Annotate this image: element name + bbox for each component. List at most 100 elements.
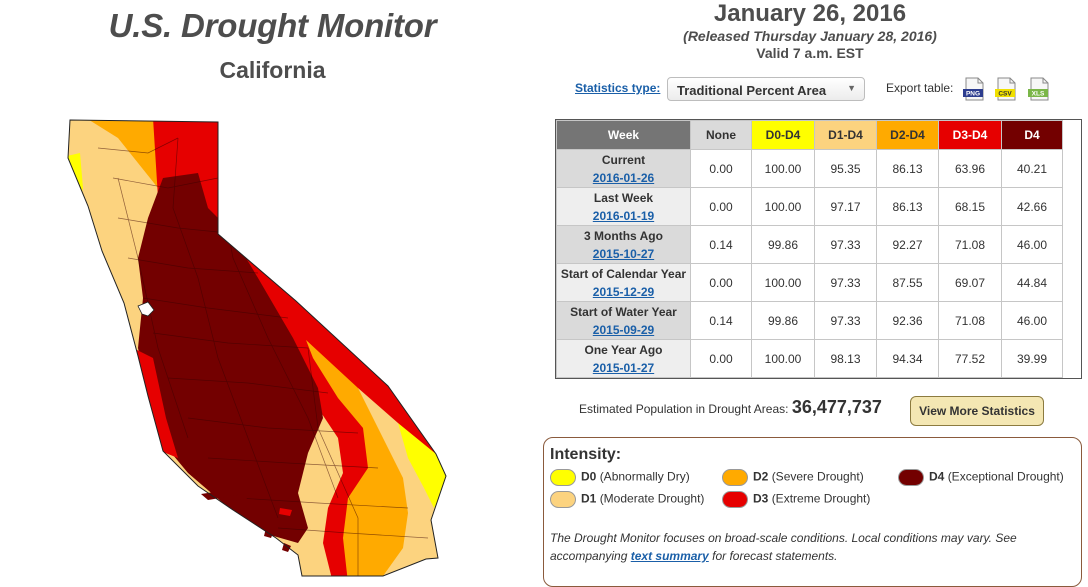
export-png-text: PNG [966, 91, 980, 98]
value-cell: 0.14 [690, 225, 752, 264]
week-date-link[interactable]: 2015-09-29 [592, 322, 655, 337]
export-xls-icon[interactable]: XLS [1027, 77, 1051, 101]
population-block: Estimated Population in Drought Areas: 3… [579, 397, 882, 418]
week-cell: 3 Months Ago 2015-10-27 [556, 225, 691, 264]
drought-statistics-table: Week None D0-D4 D1-D4 D2-D4 D3-D4 D4 Cur… [556, 120, 1063, 378]
legend-title: Intensity: [550, 446, 622, 463]
population-label: Estimated Population in Drought Areas: [579, 402, 789, 416]
value-cell: 92.27 [876, 225, 939, 264]
value-cell: 46.00 [1001, 225, 1063, 264]
legend-code-d2: D2 [753, 469, 769, 484]
value-cell: 100.00 [751, 149, 815, 188]
value-cell: 0.14 [690, 301, 752, 340]
week-label: 3 Months Ago [584, 228, 663, 243]
view-more-statistics-button[interactable]: View More Statistics [910, 396, 1044, 426]
value-cell: 46.00 [1001, 301, 1063, 340]
week-cell: Start of Water Year 2015-09-29 [556, 301, 691, 340]
legend-code-d3: D3 [753, 491, 769, 506]
value-cell: 94.34 [876, 339, 939, 378]
statistics-type-link[interactable]: Statistics type: [575, 81, 661, 95]
release-date: (Released Thursday January 28, 2016) [683, 28, 937, 44]
export-csv-icon[interactable]: CSV [994, 77, 1018, 101]
legend-item-d0: D0 (Abnormally Dry) [550, 469, 690, 486]
date-block: January 26, 2016 (Released Thursday Janu… [620, 0, 1000, 62]
week-cell: Current 2016-01-26 [556, 149, 691, 188]
legend-swatch-d4 [898, 469, 924, 486]
value-cell: 77.52 [938, 339, 1002, 378]
legend-desc-d3: (Extreme Drought) [771, 491, 871, 506]
table-body: Current 2016-01-26 0.00 100.00 95.35 86.13 63.… [556, 149, 1063, 378]
value-cell: 99.86 [751, 225, 815, 264]
legend-code-d4: D4 [929, 469, 945, 484]
legend-desc-d1: (Moderate Drought) [599, 491, 705, 506]
legend-desc-d4: (Exceptional Drought) [947, 469, 1064, 484]
legend-swatch-d3 [722, 491, 748, 508]
week-date-link[interactable]: 2016-01-19 [592, 208, 655, 223]
value-cell: 44.84 [1001, 263, 1063, 302]
legend-item-d2: D2 (Severe Drought) [722, 469, 864, 486]
week-cell: One Year Ago 2015-01-27 [556, 339, 691, 378]
table-row: Last Week 2016-01-19 0.00 100.00 97.17 86.13 6… [556, 187, 1063, 226]
week-date-link[interactable]: 2015-10-27 [592, 246, 655, 261]
value-cell: 95.35 [814, 149, 877, 188]
legend-swatch-d1 [550, 491, 576, 508]
value-cell: 69.07 [938, 263, 1002, 302]
week-date-link[interactable]: 2015-12-29 [592, 284, 655, 299]
legend-desc-d2: (Severe Drought) [771, 469, 864, 484]
chevron-down-icon: ▼ [847, 83, 856, 93]
table-row: 3 Months Ago 2015-10-27 0.14 99.86 97.33 92.2… [556, 225, 1063, 264]
value-cell: 100.00 [751, 187, 815, 226]
legend-code-d1: D1 [581, 491, 597, 506]
legend-note: The Drought Monitor focuses on broad-sca… [550, 529, 1070, 565]
week-label: Start of Calendar Year [560, 266, 687, 281]
valid-time: Valid 7 a.m. EST [756, 45, 864, 61]
value-cell: 98.13 [814, 339, 877, 378]
legend-note-text: The Drought Monitor focuses on broad-sca… [550, 531, 1017, 563]
value-cell: 86.13 [876, 187, 939, 226]
table-row: One Year Ago 2015-01-27 0.00 100.00 98.13 94.… [556, 339, 1063, 378]
export-table-label: Export table: [886, 81, 954, 95]
table-row: Start of Water Year 2015-09-29 0.14 99.86 97… [556, 301, 1063, 340]
week-cell: Start of Calendar Year 2015-12-29 [556, 263, 691, 302]
value-cell: 100.00 [751, 263, 815, 302]
week-date-link[interactable]: 2015-01-27 [592, 360, 655, 375]
export-xls-text: XLS [1032, 91, 1045, 98]
export-png-icon[interactable]: PNG [962, 77, 986, 101]
table-header-row: Week None D0-D4 D1-D4 D2-D4 D3-D4 D4 [556, 120, 1063, 150]
value-cell: 99.86 [751, 301, 815, 340]
statistics-type-value: Traditional Percent Area [677, 83, 827, 98]
value-cell: 42.66 [1001, 187, 1063, 226]
legend-code-d0: D0 [581, 469, 597, 484]
value-cell: 0.00 [690, 339, 752, 378]
legend-item-d3: D3 (Extreme Drought) [722, 491, 870, 508]
header-week: Week [556, 120, 691, 150]
header-d4: D4 [1001, 120, 1063, 150]
week-label: Current [601, 152, 646, 167]
value-cell: 63.96 [938, 149, 1002, 188]
table-row: Current 2016-01-26 0.00 100.00 95.35 86.13 63.… [556, 149, 1063, 188]
map-date: January 26, 2016 [713, 0, 907, 27]
week-date-link[interactable]: 2016-01-26 [592, 170, 655, 185]
legend-item-d4: D4 (Exceptional Drought) [898, 469, 1064, 486]
header-d1-d4: D1-D4 [814, 120, 877, 150]
value-cell: 40.21 [1001, 149, 1063, 188]
value-cell: 71.08 [938, 225, 1002, 264]
legend-swatch-d2 [722, 469, 748, 486]
intensity-legend: Intensity: D0 (Abnormally Dry) D1 (Moder… [543, 437, 1082, 587]
statistics-type-select[interactable]: Traditional Percent Area ▼ [667, 77, 865, 101]
value-cell: 86.13 [876, 149, 939, 188]
value-cell: 97.33 [814, 263, 877, 302]
population-value: 36,477,737 [791, 397, 882, 417]
value-cell: 0.00 [690, 187, 752, 226]
header-d3-d4: D3-D4 [938, 120, 1002, 150]
value-cell: 87.55 [876, 263, 939, 302]
page-title: U.S. Drought Monitor [108, 7, 437, 44]
legend-swatch-d0 [550, 469, 576, 486]
value-cell: 100.00 [751, 339, 815, 378]
california-drought-map [67, 119, 447, 577]
value-cell: 92.36 [876, 301, 939, 340]
legend-note-suffix: for forecast statements. [712, 549, 838, 563]
text-summary-link[interactable]: text summary [630, 549, 709, 563]
header-d2-d4: D2-D4 [876, 120, 939, 150]
week-cell: Last Week 2016-01-19 [556, 187, 691, 226]
